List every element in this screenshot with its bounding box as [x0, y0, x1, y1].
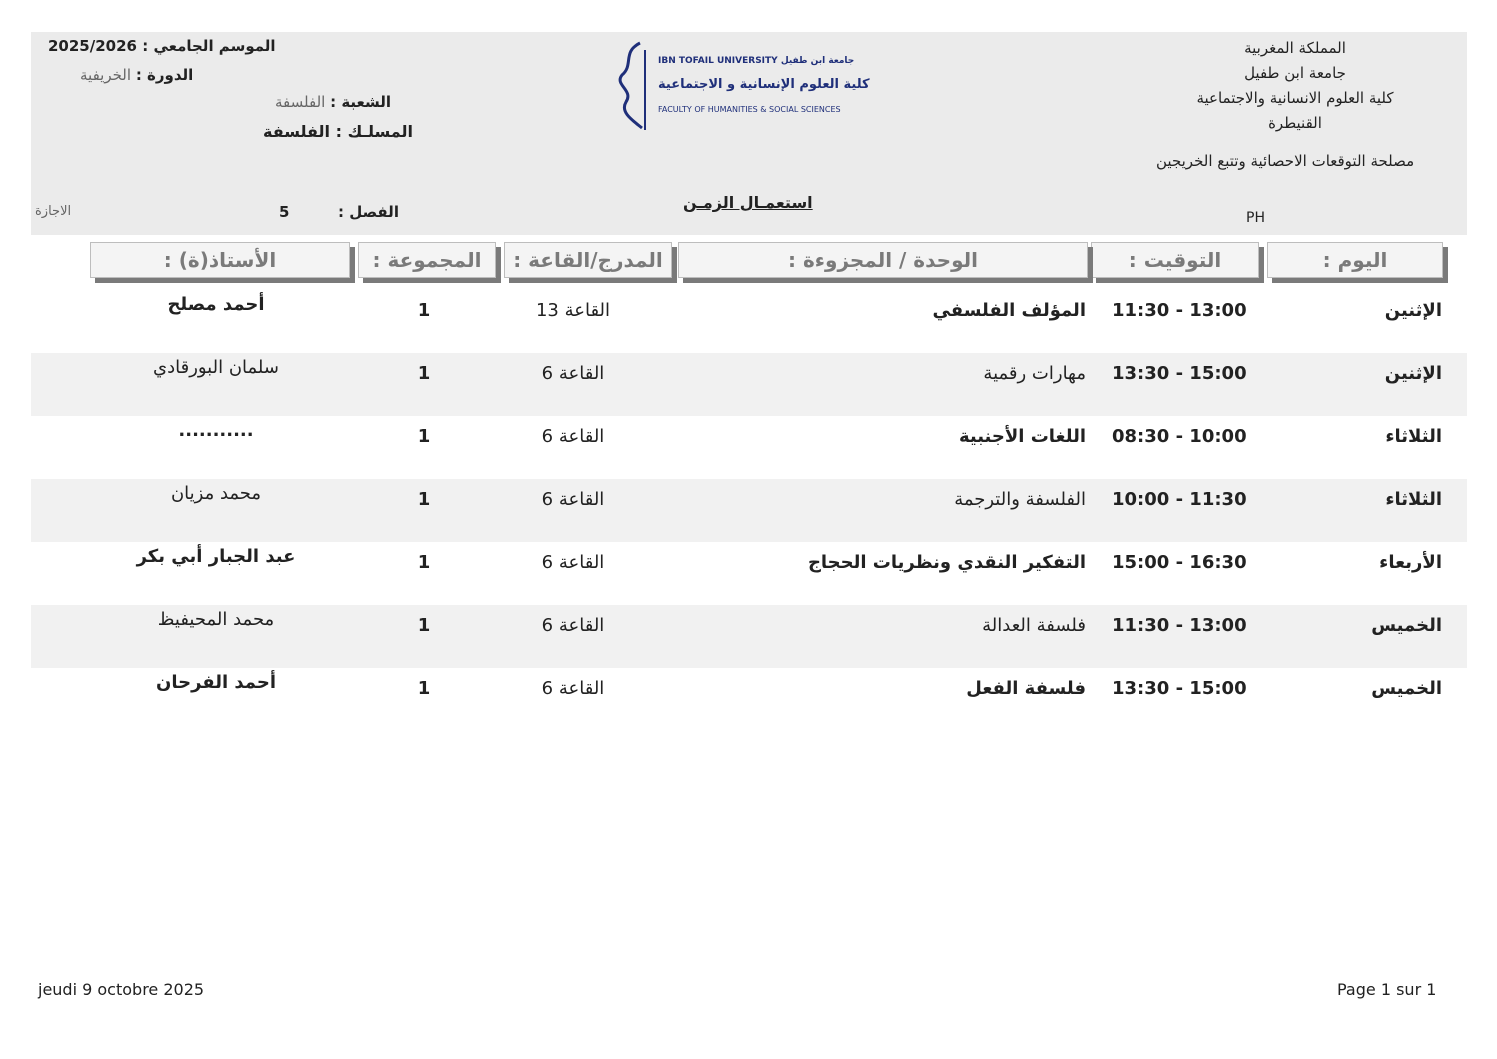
- institution-line: كلية العلوم الانسانية والاجتماعية: [1196, 89, 1394, 107]
- cell-day: الخميس: [1371, 678, 1442, 699]
- session-value: الخريفية: [80, 66, 132, 84]
- logo-text: IBN TOFAIL UNIVERSITY جامعة ابن طفيل: [658, 56, 855, 66]
- semester-value: 5: [279, 203, 290, 221]
- column-header-room: المدرج/القاعة :: [504, 242, 672, 278]
- season-value: 2025/2026: [48, 37, 137, 55]
- logo-text: FACULTY OF HUMANITIES & SOCIAL SCIENCES: [658, 105, 841, 114]
- code: PH: [1246, 210, 1265, 226]
- footer-date: jeudi 9 octobre 2025: [38, 980, 205, 999]
- cell-day: الثلاثاء: [1385, 489, 1442, 510]
- cell-group: 1: [417, 300, 431, 321]
- cell-group: 1: [417, 678, 431, 699]
- branch: الشعبة : الفلسفة: [275, 93, 391, 111]
- logo-text: كلية العلوم الإنسانية و الاجتماعية: [658, 77, 870, 92]
- cell-teacher: سلمان البورقادي: [153, 357, 279, 378]
- track-label: المسلـك :: [335, 122, 413, 141]
- cell-teacher: ...........: [178, 420, 254, 441]
- cell-time: 13:30 - 15:00: [1112, 363, 1247, 384]
- cell-module: اللغات الأجنبية: [958, 426, 1086, 447]
- cell-room: القاعة 6: [541, 426, 605, 447]
- session: الدورة : الخريفية: [80, 66, 193, 84]
- page-number: Page 1 sur 1: [1337, 980, 1437, 999]
- institution-line: المملكة المغربية: [1244, 39, 1346, 57]
- cell-day: الثلاثاء: [1385, 426, 1442, 447]
- season: الموسم الجامعي : 2025/2026: [48, 37, 276, 55]
- table-row: الثلاثاء 10:00 - 11:30 الفلسفة والترجمة الق…: [31, 479, 1467, 542]
- cell-teacher: محمد مزيان: [170, 483, 262, 504]
- session-label: الدورة :: [135, 66, 194, 84]
- column-header-teacher: الأستاذ(ة) :: [90, 242, 350, 278]
- column-header-module: الوحدة / المجزوءة :: [678, 242, 1088, 278]
- table-row: الأربعاء 15:00 - 16:30 التفكير النقدي ونظر…: [31, 542, 1467, 605]
- cell-time: 13:30 - 15:00: [1112, 678, 1247, 699]
- column-header-day: اليوم :: [1267, 242, 1443, 278]
- institution: المملكة المغربية جامعة ابن طفيل كلية الع…: [1170, 36, 1420, 136]
- table-row: الثلاثاء 08:30 - 10:00 اللغات الأجنبية القا…: [31, 416, 1467, 479]
- cell-teacher: عبد الجبار أبي بكر: [136, 546, 296, 567]
- cell-module: مهارات رقمية: [983, 363, 1086, 384]
- cell-time: 11:30 - 13:00: [1112, 615, 1247, 636]
- cell-module: فلسفة العدالة: [982, 615, 1086, 636]
- page-title: استعمـال الزمـن: [683, 193, 813, 212]
- table-row: الإثنين 11:30 - 13:00 المؤلف الفلسفي القاعة…: [31, 290, 1467, 353]
- cell-group: 1: [417, 426, 431, 447]
- cell-day: الأربعاء: [1379, 552, 1442, 573]
- column-header-group: المجموعة :: [358, 242, 496, 278]
- cell-room: القاعة 6: [541, 489, 605, 510]
- branch-label: الشعبة :: [330, 93, 392, 111]
- cell-room: القاعة 6: [541, 363, 605, 384]
- service-name: مصلحة التوقعات الاحصائية وتتبع الخريجين: [1156, 152, 1415, 170]
- track: المسلـك : الفلسفة: [263, 122, 413, 141]
- cell-day: الإثنين: [1384, 300, 1442, 321]
- university-logo: IBN TOFAIL UNIVERSITY جامعة ابن طفيل كلي…: [612, 40, 870, 132]
- cell-teacher: أحمد الفرحان: [155, 672, 277, 693]
- header-band: [31, 32, 1467, 235]
- cell-day: الخميس: [1371, 615, 1442, 636]
- cell-group: 1: [417, 489, 431, 510]
- cell-room: القاعة 6: [541, 678, 605, 699]
- cell-time: 15:00 - 16:30: [1112, 552, 1247, 573]
- cell-module: التفكير النقدي ونظريات الحجاج: [807, 552, 1086, 573]
- branch-value: الفلسفة: [275, 93, 326, 111]
- cell-day: الإثنين: [1384, 363, 1442, 384]
- cell-module: فلسفة الفعل: [966, 678, 1086, 699]
- institution-line: جامعة ابن طفيل: [1244, 64, 1346, 82]
- table-row: الخميس 11:30 - 13:00 فلسفة العدالة القاعة 6…: [31, 605, 1467, 668]
- table-row: الخميس 13:30 - 15:00 فلسفة الفعل القاعة 6 1 أ…: [31, 668, 1467, 731]
- cell-time: 08:30 - 10:00: [1112, 426, 1247, 447]
- cell-time: 11:30 - 13:00: [1112, 300, 1247, 321]
- column-header-time: التوقيت :: [1091, 242, 1259, 278]
- cell-room: القاعة 6: [541, 615, 605, 636]
- cell-time: 10:00 - 11:30: [1112, 489, 1247, 510]
- track-value: الفلسفة: [263, 122, 331, 141]
- degree: الاجازة: [35, 204, 72, 219]
- institution-line: القنيطرة: [1268, 114, 1322, 132]
- cell-module: الفلسفة والترجمة: [954, 489, 1086, 510]
- cell-room: القاعة 6: [541, 552, 605, 573]
- logo-emblem-icon: [618, 41, 646, 130]
- cell-teacher: أحمد مصلح: [167, 294, 265, 315]
- semester-label: الفصل :: [338, 203, 399, 221]
- cell-group: 1: [417, 363, 431, 384]
- cell-module: المؤلف الفلسفي: [932, 300, 1086, 321]
- season-label: الموسم الجامعي :: [142, 37, 276, 55]
- cell-room: القاعة 13: [535, 300, 611, 321]
- table-row: الإثنين 13:30 - 15:00 مهارات رقمية القاعة 6…: [31, 353, 1467, 416]
- cell-teacher: محمد المحيفيظ: [157, 609, 275, 630]
- cell-group: 1: [417, 615, 431, 636]
- cell-group: 1: [417, 552, 431, 573]
